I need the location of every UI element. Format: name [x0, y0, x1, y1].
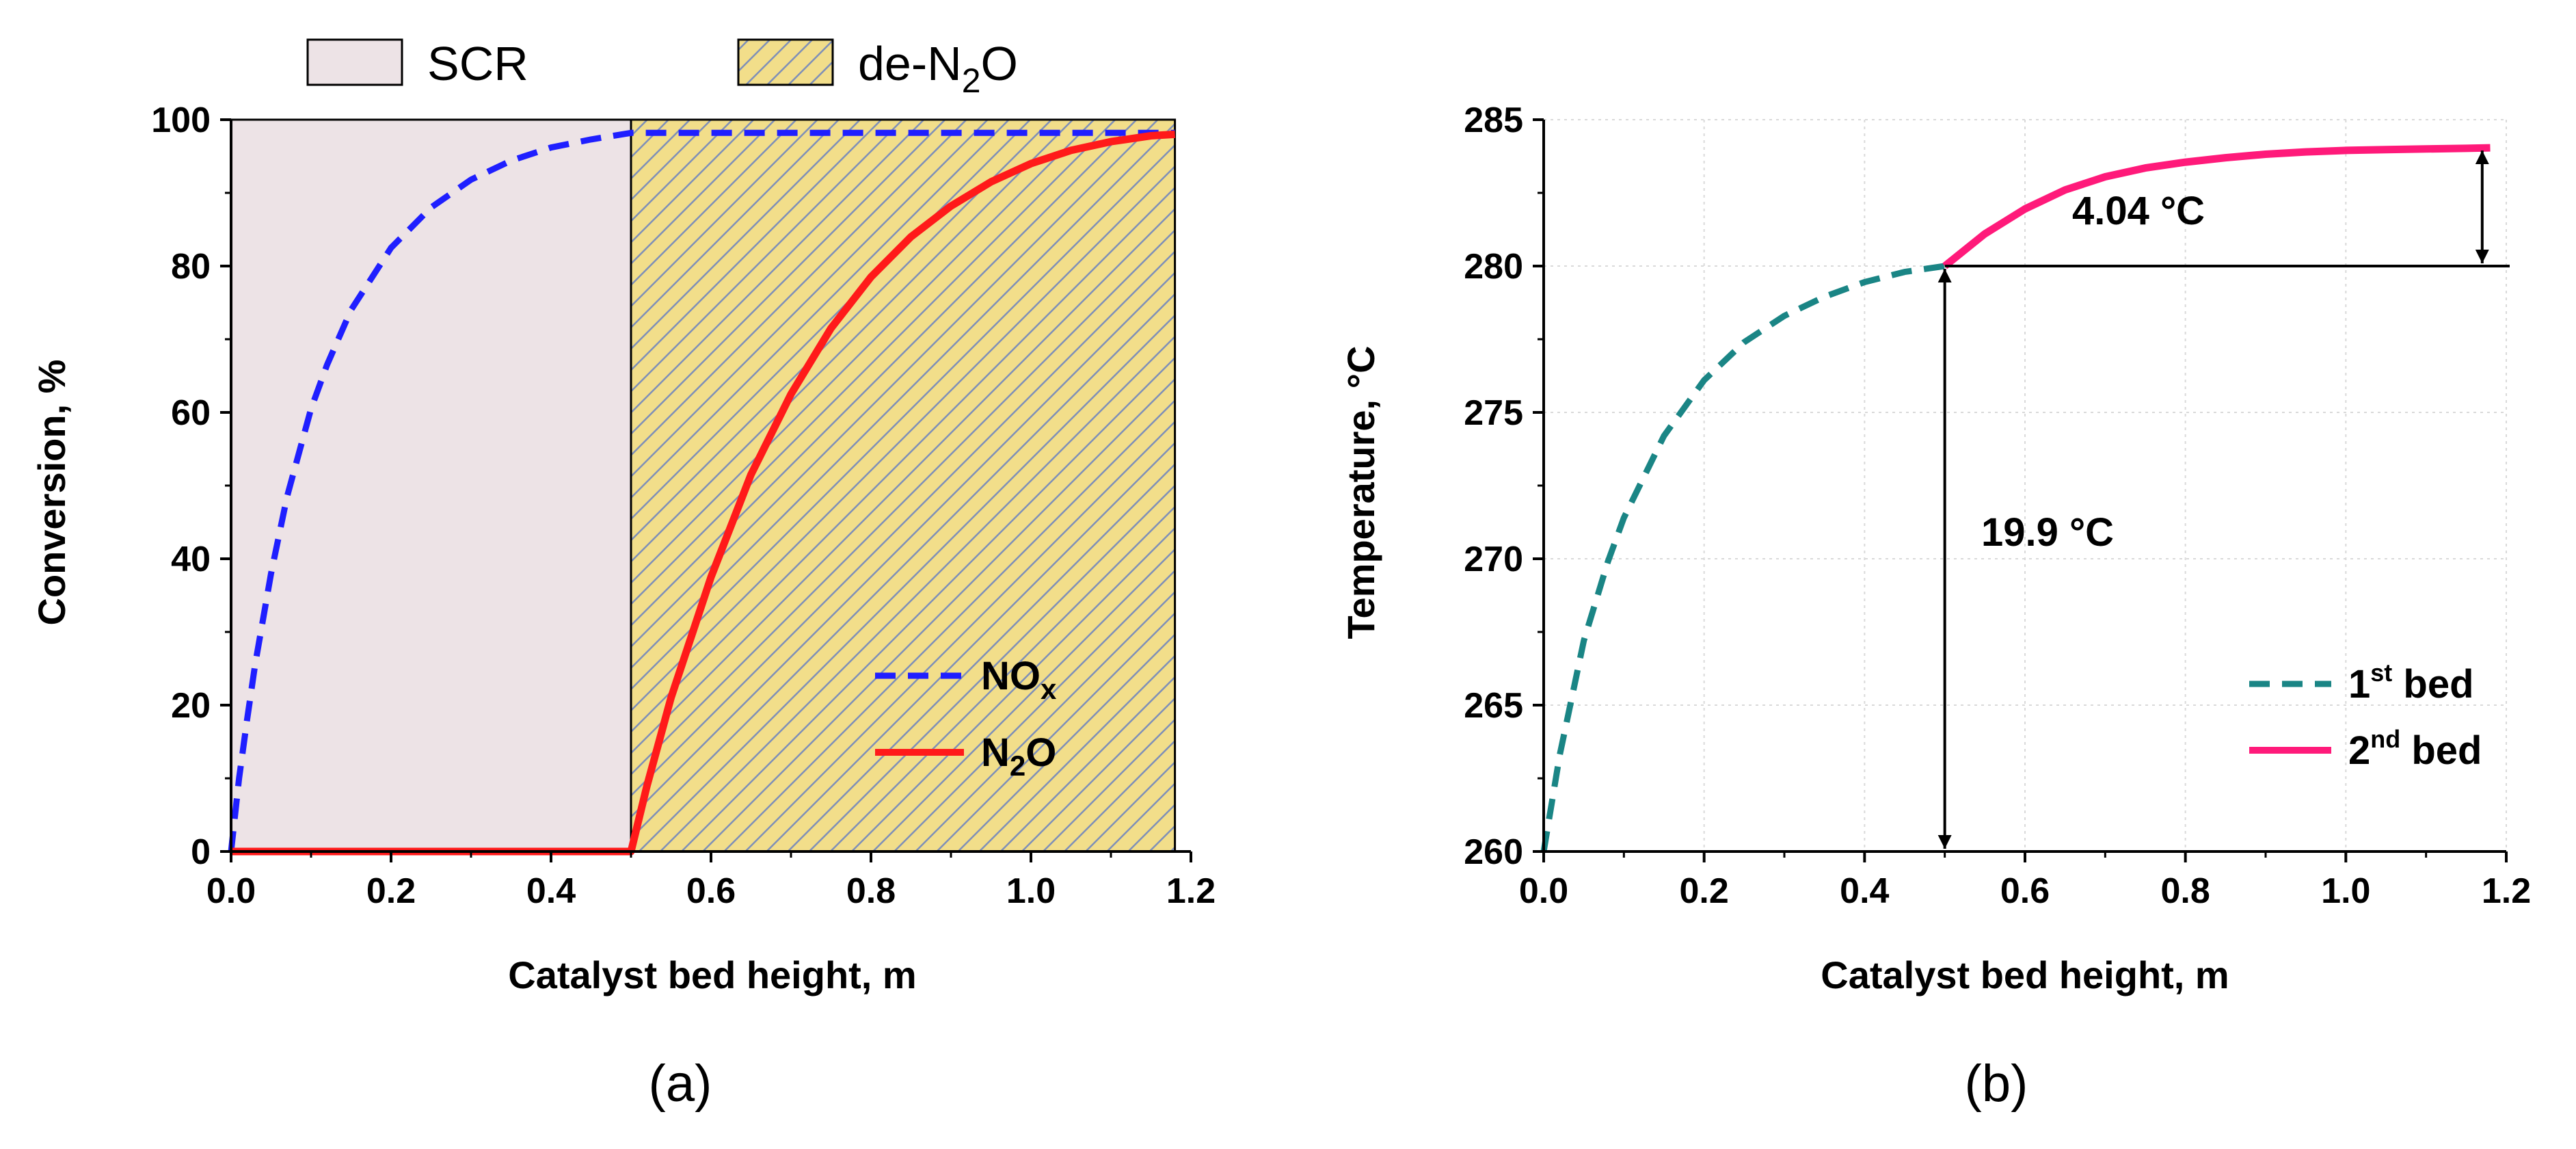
- b-x-tick-label: 1.0: [2321, 871, 2370, 911]
- a-x-tick-label: 0.0: [206, 871, 256, 911]
- b-y-tick-label: 260: [1464, 832, 1523, 872]
- top-legend: SCR de-N2O: [306, 37, 1018, 100]
- a-y-tick-label: 20: [171, 686, 211, 726]
- a-x-tick-label: 1.2: [1166, 871, 1216, 911]
- b-annotations: [1937, 150, 2510, 849]
- b-y-tick-label: 265: [1464, 686, 1523, 726]
- a-y-tick-label: 0: [191, 832, 211, 872]
- panel-a-conversion-chart: 0.0 0.2 0.4 0.6 0.8 1.0 1.2 0 20 40 60 80 100 Cataly…: [30, 101, 1216, 996]
- a-y-tick-label: 60: [171, 393, 211, 433]
- b-annotation-delta-1st-bed: 19.9 °C: [1981, 510, 2114, 555]
- de-n2o-label: de-N2O: [858, 37, 1018, 100]
- b-series-1-line: [1540, 263, 1946, 852]
- b-x-tick-label: 0.4: [1840, 871, 1889, 911]
- a-legend-n2o-label: N2O: [981, 730, 1056, 782]
- b-x-tick-label: 0.8: [2161, 871, 2210, 911]
- de-n2o-swatch: [737, 38, 834, 86]
- panel-a-label: (a): [649, 1055, 712, 1113]
- b-y-tick-label: 275: [1464, 393, 1523, 433]
- b-x-axis-title: Catalyst bed height, m: [1821, 953, 2229, 996]
- a-y-tick-label: 80: [171, 247, 211, 287]
- scr-swatch: [306, 38, 403, 86]
- b-annotation-delta-2nd-bed: 4.04 °C: [2072, 189, 2205, 233]
- b-x-tick-label: 1.2: [2482, 871, 2531, 911]
- a-series-1-line: [228, 129, 1175, 852]
- a-y-axis-title: Conversion, %: [30, 360, 73, 626]
- b-legend-1st-bed-label: 1st bed: [2348, 659, 2474, 706]
- a-x-tick-label: 0.8: [846, 871, 896, 911]
- a-ticks: 0.0 0.2 0.4 0.6 0.8 1.0 1.2 0 20 40 60 80 100: [151, 101, 1216, 911]
- b-legend-2nd-bed-label: 2nd bed: [2348, 725, 2482, 773]
- b-x-tick-label: 0.6: [2000, 871, 2050, 911]
- a-legend: NOx N2O: [875, 654, 1057, 782]
- scr-label: SCR: [427, 37, 528, 90]
- a-region-scr: [230, 118, 632, 853]
- a-x-axis-title: Catalyst bed height, m: [508, 953, 916, 996]
- a-y-tick-label: 100: [151, 101, 211, 140]
- b-y-tick-label: 270: [1464, 540, 1523, 579]
- b-x-tick-label: 0.2: [1680, 871, 1729, 911]
- a-y-tick-label: 40: [171, 540, 211, 579]
- a-x-tick-label: 0.4: [526, 871, 576, 911]
- b-legend: 1st bed 2nd bed: [2249, 659, 2482, 773]
- a-region-de-n2o: [630, 118, 1177, 853]
- b-ticks: 0.0 0.2 0.4 0.6 0.8 1.0 1.2 260 265 270 275 280 285: [1464, 101, 2531, 911]
- a-x-tick-label: 0.2: [366, 871, 416, 911]
- b-y-tick-label: 280: [1464, 247, 1523, 287]
- b-x-tick-label: 0.0: [1519, 871, 1568, 911]
- b-series: [1540, 144, 2491, 852]
- panel-b-label: (b): [1965, 1055, 2028, 1113]
- b-y-axis-title: Temperature, °C: [1339, 345, 1382, 639]
- b-y-tick-label: 285: [1464, 101, 1523, 140]
- a-legend-nox-label: NOx: [981, 654, 1057, 705]
- b-series-2-line: [1942, 144, 2491, 269]
- a-x-tick-label: 0.6: [686, 871, 736, 911]
- panel-b-temperature-chart: 0.0 0.2 0.4 0.6 0.8 1.0 1.2260265270275280285 …: [1339, 101, 2531, 996]
- a-x-tick-label: 1.0: [1006, 871, 1056, 911]
